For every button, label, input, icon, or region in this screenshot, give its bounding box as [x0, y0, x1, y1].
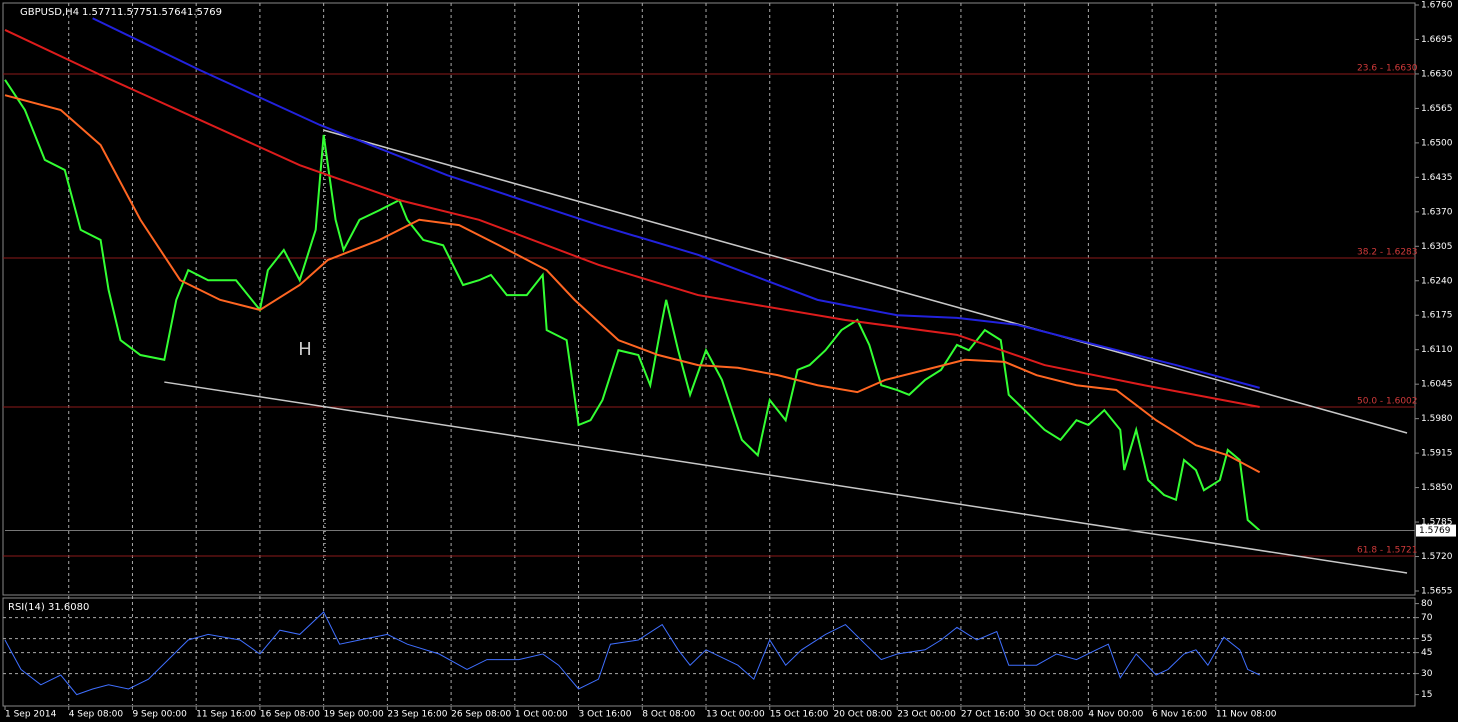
fib-label: 23.6 - 1.6630: [1357, 63, 1418, 73]
series-line: [4, 611, 1260, 696]
fib-label: 38.2 - 1.6283: [1357, 247, 1418, 257]
x-tick-label: 6 Nov 16:00: [1152, 710, 1207, 720]
y-tick-label: 1.6565: [1421, 104, 1453, 114]
y-tick-label: 1.5980: [1421, 414, 1453, 424]
x-tick-label: 27 Oct 16:00: [961, 710, 1020, 720]
x-tick-label: 23 Oct 00:00: [897, 710, 956, 720]
y-tick-label: 1.6110: [1421, 345, 1453, 355]
main-frame: [2, 2, 1416, 596]
x-tick-label: 19 Sep 00:00: [324, 710, 384, 720]
chart-title: GBPUSD,H4: [20, 7, 79, 18]
y-tick-label: 1.6695: [1421, 35, 1453, 45]
y-tick-label: 1.6435: [1421, 173, 1453, 183]
price-label: 1.5769: [1419, 526, 1451, 536]
series-line: [4, 94, 1261, 474]
y-tick-label: 80: [1421, 599, 1433, 609]
x-tick-label: 4 Sep 08:00: [69, 710, 124, 720]
x-tick-label: 20 Oct 08:00: [833, 710, 892, 720]
x-tick-label: 3 Oct 16:00: [579, 710, 632, 720]
x-tick-label: 4 Nov 00:00: [1088, 710, 1143, 720]
fib-label: 61.8 - 1.5721: [1357, 545, 1418, 555]
y-tick-label: 1.6630: [1421, 69, 1453, 79]
x-tick-label: 9 Sep 00:00: [132, 710, 187, 720]
x-tick-label: 1 Oct 00:00: [515, 710, 568, 720]
header-value: 1.5775: [117, 7, 152, 18]
x-tick-label: 11 Sep 16:00: [196, 710, 256, 720]
y-tick-label: 1.6370: [1421, 207, 1453, 217]
x-tick-label: 13 Oct 00:00: [706, 710, 765, 720]
y-tick-label: 1.5720: [1421, 552, 1453, 562]
y-tick-label: 1.5850: [1421, 483, 1453, 493]
x-tick-label: 15 Oct 16:00: [770, 710, 829, 720]
x-tick-label: 11 Nov 08:00: [1216, 710, 1277, 720]
series-line: [4, 29, 1260, 408]
fib-label: 50.0 - 1.6002: [1357, 396, 1418, 406]
x-tick-label: 30 Oct 08:00: [1025, 710, 1084, 720]
price-box: [1416, 524, 1456, 537]
y-tick-label: 1.6240: [1421, 276, 1453, 286]
x-tick-label: 26 Sep 08:00: [451, 710, 511, 720]
y-tick-label: 45: [1421, 648, 1432, 658]
series-line: [4, 79, 1261, 532]
y-tick-label: 1.6760: [1421, 1, 1453, 11]
rsi-frame: [2, 597, 1416, 707]
y-tick-label: 1.6045: [1421, 380, 1453, 390]
y-tick-label: 55: [1421, 634, 1432, 644]
y-tick-label: 30: [1421, 669, 1433, 679]
x-tick-label: 8 Oct 08:00: [642, 710, 695, 720]
x-tick-label: 1 Sep 2014: [5, 710, 57, 720]
header-value: 1.5769: [187, 7, 222, 18]
trendline: [164, 381, 1408, 574]
y-tick-label: 15: [1421, 690, 1432, 700]
header-value: 1.5764: [152, 7, 187, 18]
annotation: H: [298, 339, 312, 360]
x-tick-label: 23 Sep 16:00: [387, 710, 447, 720]
header-value: 1.5771: [82, 7, 117, 18]
trendline: [323, 129, 1408, 434]
y-tick-label: 1.6500: [1421, 138, 1453, 148]
y-tick-label: 70: [1421, 613, 1433, 623]
series-line: [92, 17, 1260, 389]
y-tick-label: 1.5785: [1421, 518, 1453, 528]
y-tick-label: 1.5915: [1421, 449, 1453, 459]
x-tick-label: 16 Sep 08:00: [260, 710, 320, 720]
y-tick-label: 1.6305: [1421, 242, 1453, 252]
rsi-title: RSI(14) 31.6080: [8, 602, 89, 613]
y-tick-label: 1.6175: [1421, 311, 1453, 321]
y-tick-label: 1.5655: [1421, 587, 1453, 597]
